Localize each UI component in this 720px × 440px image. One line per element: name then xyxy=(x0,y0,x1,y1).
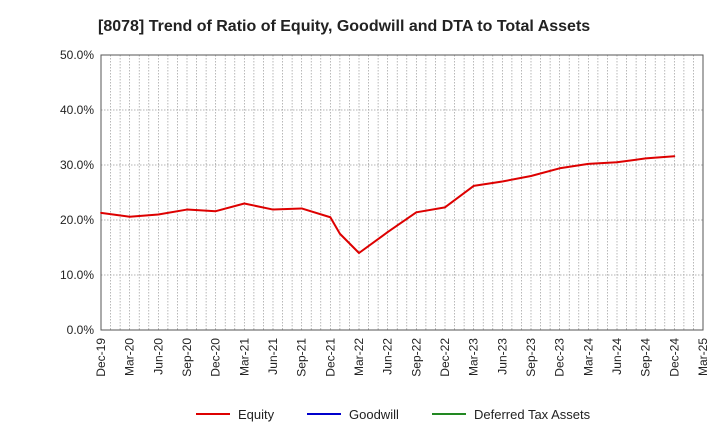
x-tick-label: Dec-23 xyxy=(553,338,567,377)
x-tick-label: Jun-24 xyxy=(610,338,624,375)
legend-label-goodwill: Goodwill xyxy=(349,407,399,422)
data-point xyxy=(501,180,504,183)
data-point xyxy=(558,167,561,170)
x-tick-label: Sep-24 xyxy=(639,338,653,377)
x-tick-label: Mar-20 xyxy=(123,338,137,376)
data-point xyxy=(100,211,102,214)
x-tick-label: Sep-23 xyxy=(524,338,538,377)
grid xyxy=(100,54,704,331)
x-tick-label: Mar-24 xyxy=(581,338,595,376)
axes: 0.0% 10.0% 20.0% 30.0% 40.0% 50.0% Dec-19 Mar-2… xyxy=(60,48,710,377)
data-point xyxy=(530,175,532,177)
x-tick-label: Jun-21 xyxy=(266,338,280,375)
data-point xyxy=(673,155,676,158)
x-tick-label: Jun-20 xyxy=(151,338,165,375)
y-tick-label: 30.0% xyxy=(60,158,94,172)
y-tick-label: 50.0% xyxy=(60,48,94,62)
x-tick-label: Dec-20 xyxy=(209,338,223,377)
x-tick-label: Mar-23 xyxy=(467,338,481,376)
data-point xyxy=(243,202,246,205)
data-point xyxy=(338,232,341,235)
legend-label-deferred-tax-assets: Deferred Tax Assets xyxy=(474,407,591,422)
x-tick-label: Jun-23 xyxy=(495,338,509,375)
x-tick-label: Dec-19 xyxy=(94,338,108,377)
y-tick-label: 10.0% xyxy=(60,268,94,282)
data-point xyxy=(329,216,332,219)
data-point xyxy=(444,206,446,209)
x-tick-label: Dec-24 xyxy=(667,338,681,377)
chart-title: [8078] Trend of Ratio of Equity, Goodwil… xyxy=(98,18,590,35)
plot-frame xyxy=(100,54,704,331)
x-tick-label: Sep-22 xyxy=(409,338,423,377)
data-point xyxy=(415,211,418,214)
x-tick-label: Mar-21 xyxy=(237,338,251,376)
data-point xyxy=(358,252,360,254)
data-point xyxy=(157,213,160,216)
series-layer xyxy=(100,155,676,254)
data-point xyxy=(272,208,274,211)
y-tick-label: 40.0% xyxy=(60,103,94,117)
data-point xyxy=(644,157,647,160)
data-point xyxy=(128,215,131,218)
x-tick-label: Dec-21 xyxy=(323,338,337,377)
y-tick-label: 0.0% xyxy=(67,323,95,337)
x-tick-label: Jun-22 xyxy=(381,338,395,375)
series-line-equity xyxy=(100,155,675,254)
data-point xyxy=(386,231,389,234)
data-point xyxy=(214,210,217,213)
x-tick-label: Mar-22 xyxy=(352,338,366,376)
legend: Equity Goodwill Deferred Tax Assets xyxy=(196,407,591,422)
x-tick-label: Sep-21 xyxy=(295,338,309,377)
data-point xyxy=(300,207,303,210)
x-tick-label: Dec-22 xyxy=(438,338,452,377)
data-point xyxy=(186,208,188,211)
x-tick-label: Mar-25 xyxy=(696,338,710,376)
data-point xyxy=(587,163,590,165)
legend-label-equity: Equity xyxy=(238,407,275,422)
data-point xyxy=(472,185,475,187)
x-tick-label: Sep-20 xyxy=(180,338,194,377)
data-point xyxy=(616,161,618,164)
y-tick-label: 20.0% xyxy=(60,213,94,227)
